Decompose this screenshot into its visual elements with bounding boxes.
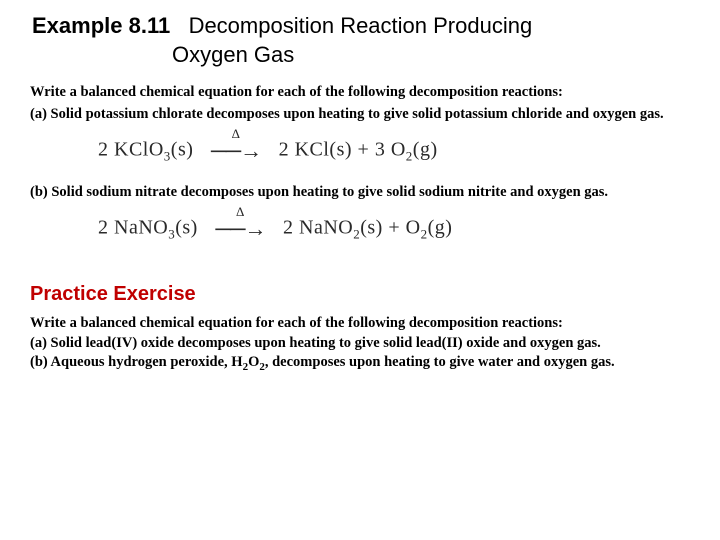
- eq-a-rhs2-state: (g): [413, 139, 438, 161]
- eq-b-arrow: Δ ──→: [215, 216, 265, 242]
- eq-a-arrow: Δ ──→: [211, 138, 261, 164]
- eq-b-lhs-formula: NaNO: [114, 217, 168, 239]
- eq-b-rhs1-state: (s): [360, 217, 383, 239]
- eq-b-lhs-state: (s): [175, 217, 198, 239]
- eq-b-rhs2-state: (g): [428, 217, 453, 239]
- practice-heading: Practice Exercise: [30, 283, 690, 306]
- eq-b-rhs2-formula: O: [406, 217, 421, 239]
- equation-b: 2 NaNO3(s) Δ ──→ 2 NaNO2(s) + O2(g): [90, 212, 460, 247]
- example-title-line1: Decomposition Reaction Producing: [189, 13, 533, 38]
- equation-a: 2 KClO3(s) Δ ──→ 2 KCl(s) + 3 O2(g): [90, 134, 446, 169]
- eq-a-lhs-formula: KClO: [114, 139, 164, 161]
- eq-a-rhs2-coeff: 3: [375, 139, 386, 161]
- eq-b-rhs1-coeff: 2: [283, 217, 294, 239]
- example-number: Example 8.11: [32, 13, 170, 38]
- eq-b-rhs1-formula: NaNO: [299, 217, 353, 239]
- practice-intro: Write a balanced chemical equation for e…: [30, 314, 690, 334]
- practice-part-b: (b) Aqueous hydrogen peroxide, H2O2, dec…: [30, 353, 690, 375]
- eq-a-lhs-state: (s): [171, 139, 194, 161]
- practice-b-pre: (b) Aqueous hydrogen peroxide, H: [30, 354, 243, 370]
- practice-b-mid: O: [248, 354, 259, 370]
- example-title-line2: Oxygen Gas: [32, 42, 294, 67]
- eq-a-lhs-sub: 3: [164, 149, 171, 164]
- eq-a-rhs1-formula: KCl(s): [295, 139, 352, 161]
- problem-part-a: (a) Solid potassium chlorate decomposes …: [30, 105, 690, 125]
- problem-part-b: (b) Solid sodium nitrate decomposes upon…: [30, 183, 690, 203]
- eq-a-rhs2-sub: 2: [406, 149, 413, 164]
- practice-part-a: (a) Solid lead(IV) oxide decomposes upon…: [30, 334, 690, 354]
- eq-a-lhs-coeff: 2: [98, 139, 109, 161]
- eq-b-rhs2-sub: 2: [421, 227, 428, 242]
- practice-body: Write a balanced chemical equation for e…: [30, 314, 690, 375]
- example-header: Example 8.11 Decomposition Reaction Prod…: [30, 12, 690, 69]
- eq-a-rhs1-coeff: 2: [279, 139, 290, 161]
- eq-a-delta: Δ: [232, 126, 241, 142]
- practice-b-post: , decomposes upon heating to give water …: [265, 354, 615, 370]
- eq-a-rhs2-formula: O: [391, 139, 406, 161]
- eq-b-lhs-coeff: 2: [98, 217, 109, 239]
- eq-b-delta: Δ: [236, 204, 245, 220]
- slide-page: Example 8.11 Decomposition Reaction Prod…: [0, 0, 720, 540]
- problem-intro: Write a balanced chemical equation for e…: [30, 83, 690, 103]
